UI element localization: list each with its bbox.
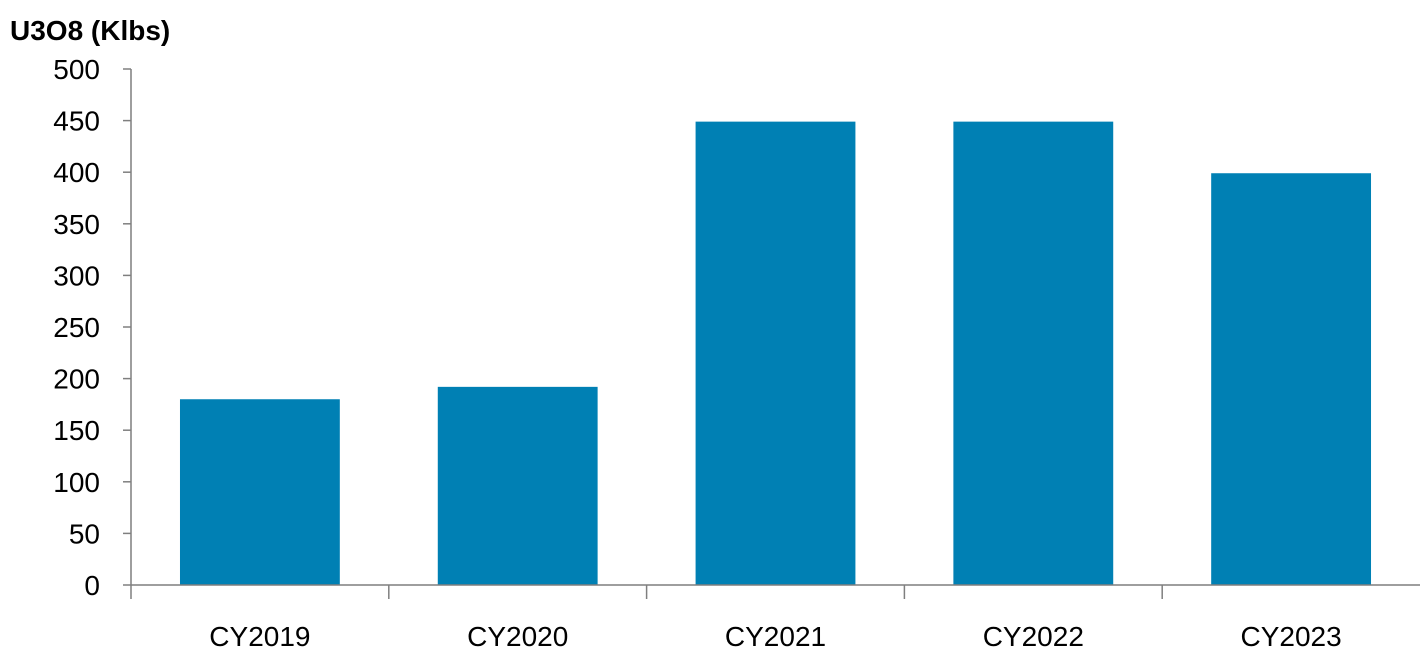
bar-cy2021: [695, 121, 856, 585]
bar-cy2022: [953, 121, 1114, 585]
y-tick-label: 500: [53, 54, 100, 85]
y-tick-label: 200: [53, 364, 100, 395]
y-tick-label: 100: [53, 467, 100, 498]
x-tick-label: CY2021: [725, 621, 826, 650]
y-tick-label: 450: [53, 106, 100, 137]
y-tick-label: 400: [53, 157, 100, 188]
y-tick-label: 250: [53, 312, 100, 343]
x-tick-label: CY2023: [1241, 621, 1342, 650]
y-tick-label: 350: [53, 209, 100, 240]
bars-group: [179, 121, 1372, 585]
bar-cy2023: [1211, 173, 1372, 585]
y-tick-label: 50: [69, 518, 100, 549]
bar-cy2020: [437, 386, 598, 585]
y-tick-label: 0: [84, 570, 100, 601]
y-axis-unit-label: U3O8 (Klbs): [10, 15, 170, 46]
x-tick-label: CY2019: [209, 621, 310, 650]
y-axis: 0 50 100 150 200 250 300 350 400 450 500: [53, 54, 132, 601]
x-tick-label: CY2020: [467, 621, 568, 650]
x-tick-label: CY2022: [983, 621, 1084, 650]
x-axis: CY2019 CY2020 CY2021 CY2022 CY2023: [130, 584, 1420, 650]
y-tick-label: 150: [53, 415, 100, 446]
y-tick-label: 300: [53, 260, 100, 291]
bar-cy2019: [179, 399, 340, 585]
